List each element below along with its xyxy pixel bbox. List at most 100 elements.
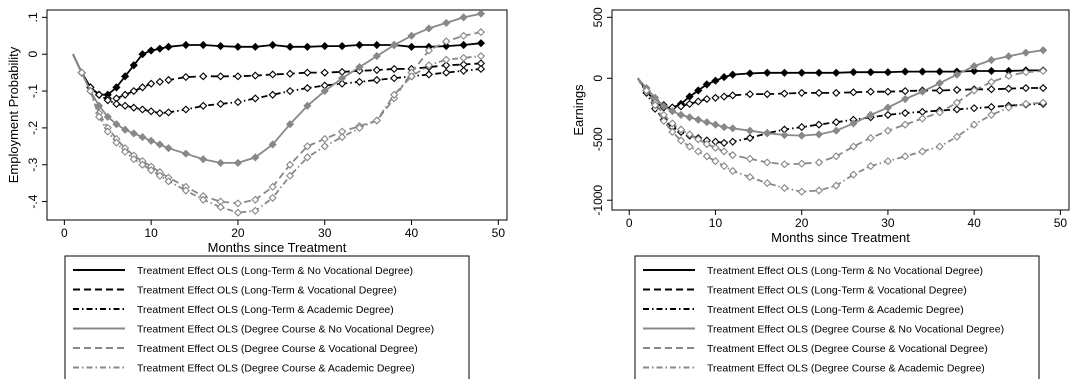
data-point [745,90,755,99]
series-5 [637,77,1048,196]
data-point [987,110,996,119]
data-point [763,158,772,167]
data-point [720,72,729,82]
series-4 [72,28,486,208]
data-point [147,136,156,145]
data-point [849,142,858,151]
data-point [320,134,329,144]
data-point [702,80,711,89]
data-point [320,42,329,51]
data-point [216,42,225,51]
data-point [112,138,121,147]
data-point [338,79,347,88]
data-point [155,44,164,53]
legend-label: Treatment Effect OLS (Long-Term & Vocati… [707,285,967,297]
data-point [866,162,875,171]
data-point [338,42,347,51]
data-point [164,177,173,186]
data-point [320,142,329,151]
legend-label: Treatment Effect OLS (Degree Course & Vo… [137,343,418,355]
data-point [442,18,451,27]
x-tick-label: 30 [318,226,332,240]
data-point [285,69,295,78]
data-point [138,133,147,142]
data-point [901,152,910,161]
data-point [390,64,399,74]
data-point [780,130,789,140]
data-point [181,186,190,195]
data-point [459,66,468,75]
data-point [668,119,677,128]
legend-label: Treatment Effect OLS (Long-Term & No Voc… [137,265,413,277]
data-point [901,120,910,129]
data-point [442,42,451,51]
data-point [711,143,720,152]
data-point [728,137,737,146]
data-point [952,105,961,114]
data-point [780,68,789,77]
data-point [181,105,190,114]
y-tick-label: -.2 [26,121,40,135]
data-point [711,93,720,102]
data-point [121,125,130,134]
data-point [103,96,112,105]
data-point [138,83,147,92]
series-line [72,31,482,205]
y-axis-label: Employment Probability [6,46,21,183]
data-point [694,97,703,106]
data-point [216,99,225,109]
data-point [390,74,399,83]
legend-label: Treatment Effect OLS (Long-Term & Vocati… [137,285,397,297]
data-point [372,116,381,125]
data-point [685,99,694,108]
data-point [918,114,927,123]
data-point [216,72,225,81]
data-point [935,108,944,117]
data-point [268,90,277,99]
data-point [199,195,208,204]
data-point [711,120,720,129]
data-point [138,160,147,169]
data-point [112,83,121,92]
series-line [637,77,1044,193]
data-point [268,182,277,191]
data-point [987,66,996,76]
data-point [745,154,755,163]
data-point [918,87,927,96]
data-point [728,151,737,160]
data-point [935,79,944,88]
data-point [285,42,295,51]
data-point [476,64,486,74]
y-tick-label: -500 [591,127,605,151]
x-axis-label: Months since Treatment [771,230,910,245]
data-point [164,108,173,117]
data-point [763,129,772,138]
data-point [181,72,190,82]
data-point [199,101,208,110]
data-point [797,131,806,140]
data-point [103,127,112,136]
data-point [832,152,841,161]
legend-label: Treatment Effect OLS (Degree Course & No… [707,324,1004,336]
x-tick-label: 10 [709,216,723,230]
data-point [901,94,910,104]
y-tick-label: 500 [591,7,605,27]
data-point [763,68,772,77]
data-point [1039,66,1048,76]
data-point [780,183,789,193]
data-point [1021,48,1030,57]
data-point [459,53,468,62]
data-point [883,68,893,77]
data-point [303,153,312,162]
data-point [338,74,347,83]
data-point [832,126,841,135]
data-point [268,193,277,202]
data-point [103,112,112,121]
data-point [199,72,208,81]
data-point [763,90,772,99]
series-1 [72,53,486,103]
data-point [442,68,451,77]
data-point [685,142,694,151]
data-point [181,149,190,158]
